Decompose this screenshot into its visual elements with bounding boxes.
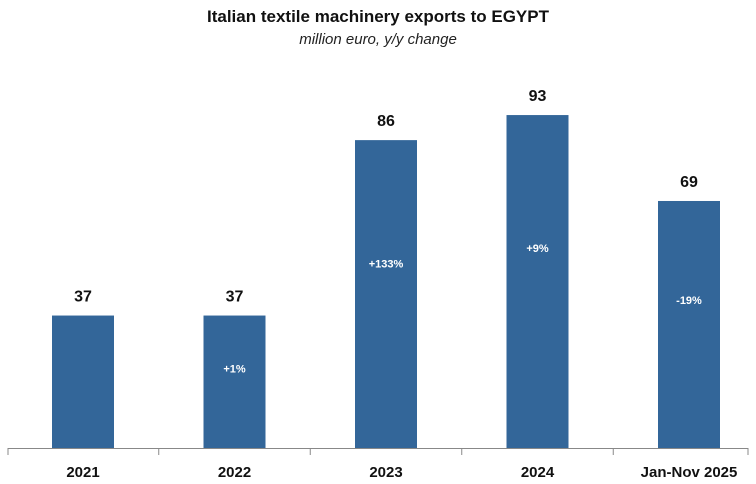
bar-value-label: 86 [377,113,395,130]
bar-value-label: 37 [226,289,244,306]
x-tick-label: 2021 [66,464,99,481]
x-axis [7,448,749,455]
chart-title: Italian textile machinery exports to EGY… [207,7,549,26]
labels-layer: 37 2021 37 +1% 2022 86 +133% 2023 93 +9% 2024 69 -19… [66,88,737,481]
bar-change-label: +1% [223,364,246,376]
bar-change-label: +133% [369,258,404,270]
bar-value-label: 93 [529,88,547,105]
bar-change-label: -19% [676,295,702,307]
bar-value-label: 69 [680,174,698,191]
bar [203,315,266,448]
x-tick-label: 2024 [521,464,555,481]
bar [52,315,114,448]
x-tick-label: Jan-Nov 2025 [641,464,738,481]
x-tick-label: 2023 [369,464,402,481]
bar-change-label: +9% [526,243,549,255]
chart-subtitle: million euro, y/y change [299,31,457,48]
bar [658,200,720,448]
bar-value-label: 37 [74,289,92,306]
x-tick-label: 2022 [218,464,251,481]
bar [506,115,569,448]
bar [355,140,417,448]
bars-layer [52,115,720,448]
